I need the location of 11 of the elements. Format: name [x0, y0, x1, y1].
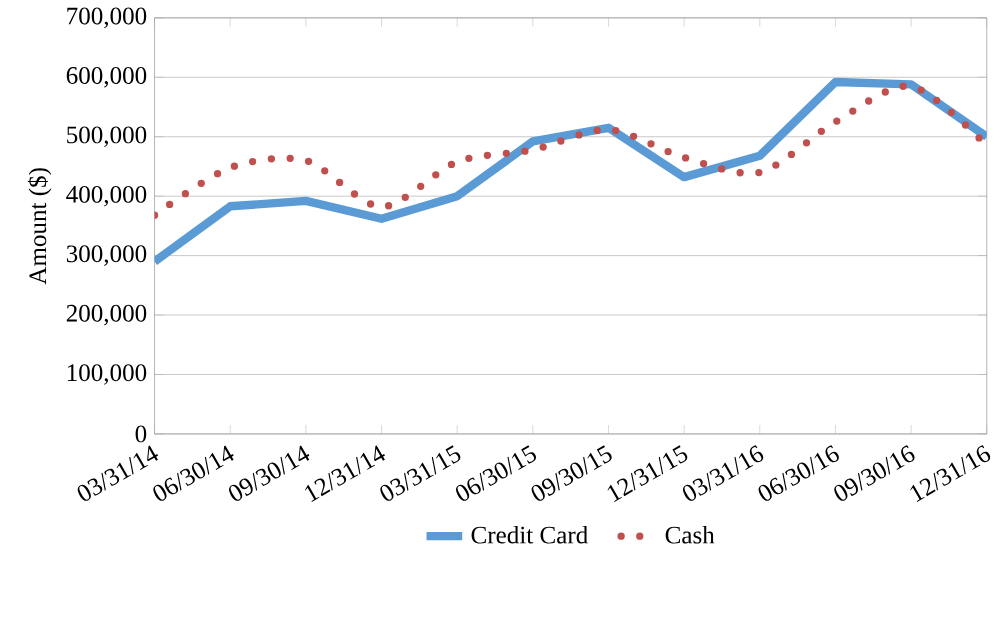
y-tick-label: 200,000 — [66, 304, 147, 326]
legend-label: Cash — [665, 525, 715, 544]
legend-label: Credit Card — [471, 525, 588, 544]
y-tick-label: 0 — [135, 425, 147, 443]
y-tick-label: 400,000 — [66, 185, 147, 207]
y-tick-label: 300,000 — [66, 245, 147, 266]
y-tick-label: 600,000 — [66, 66, 147, 88]
y-tick-label: 700,000 — [67, 7, 147, 29]
y-tick-label: 500,000 — [67, 126, 147, 147]
y-axis-title: Amount ($) — [27, 168, 52, 285]
y-tick-label: 100,000 — [67, 364, 147, 385]
